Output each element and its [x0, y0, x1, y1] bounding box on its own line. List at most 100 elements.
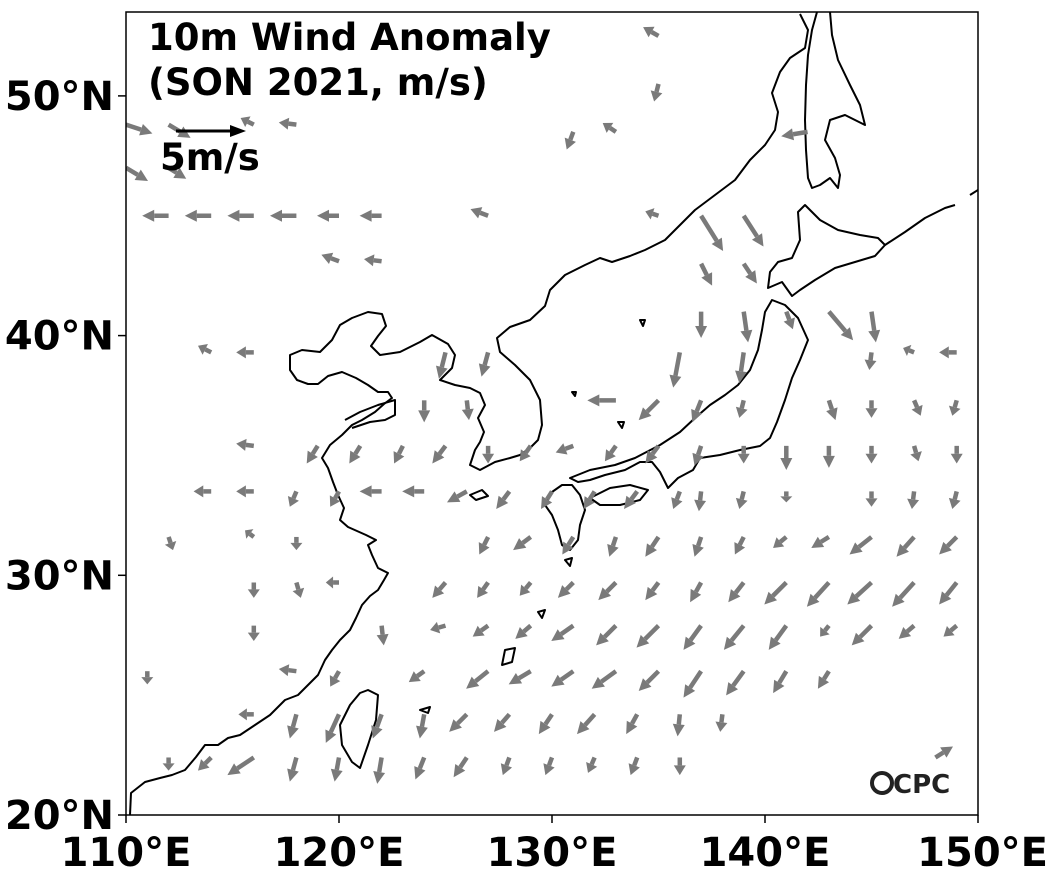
wind-vector-shaft — [602, 624, 618, 639]
wind-vector-head — [982, 591, 994, 604]
wind-vector — [453, 756, 469, 778]
wind-vector-head — [683, 636, 696, 650]
wind-vector-shaft — [741, 262, 753, 275]
wind-vector-shaft — [464, 400, 471, 410]
wind-vector-shaft — [417, 756, 427, 770]
wind-vector-head — [586, 762, 598, 773]
wind-vector — [911, 399, 923, 416]
wind-vector-shaft — [546, 756, 555, 767]
wind-vector — [142, 209, 169, 222]
wind-vector-shaft — [699, 262, 709, 276]
wind-vector-head — [472, 625, 485, 637]
wind-vector-shaft — [739, 399, 746, 409]
wind-vector-shaft — [248, 532, 256, 539]
wind-vector-head — [643, 26, 655, 38]
wind-vector-shaft — [823, 624, 831, 632]
wind-vector-head — [519, 584, 531, 596]
wind-vector-shaft — [944, 581, 959, 597]
wind-vector — [737, 445, 750, 464]
wind-vector-shaft — [501, 490, 512, 501]
wind-vector-head — [628, 763, 640, 776]
wind-vector — [847, 580, 874, 605]
wind-vector-shaft — [564, 443, 575, 451]
wind-vector-head — [402, 485, 415, 498]
wind-vector — [562, 535, 576, 555]
wind-vector-shaft — [729, 624, 746, 642]
wind-vector — [508, 669, 532, 685]
wind-vector-head — [278, 664, 290, 677]
wind-vector — [939, 535, 959, 555]
wind-vector-head — [290, 542, 303, 551]
wind-vector-head — [134, 169, 148, 182]
wind-vector — [822, 445, 835, 468]
wind-vector-shaft — [543, 713, 554, 726]
wind-vector-shaft — [310, 444, 320, 455]
wind-vector-head — [435, 365, 448, 379]
wind-vector — [939, 346, 957, 359]
wind-vector — [624, 490, 640, 510]
shandong-coastline — [344, 399, 396, 429]
wind-vector-shaft — [694, 399, 704, 413]
wind-vector-head — [164, 540, 177, 551]
wind-vector-head — [598, 587, 612, 601]
wind-vector-head — [317, 209, 329, 222]
wind-vector-head — [645, 543, 657, 557]
wind-vector-head — [943, 625, 955, 637]
wind-vector-head — [715, 721, 728, 732]
wind-vector-head — [826, 407, 838, 421]
wind-vector-head — [726, 682, 739, 696]
wind-vector — [726, 669, 746, 696]
wind-vector — [240, 116, 255, 128]
wind-vector — [764, 580, 788, 605]
wind-vector-head — [645, 586, 658, 601]
wind-vector-shaft — [245, 442, 255, 449]
wind-vector — [741, 262, 757, 284]
wind-vector-shaft — [952, 399, 959, 408]
wind-vector-head — [650, 90, 663, 102]
wind-vector-head — [645, 208, 655, 220]
wind-vector-head — [478, 542, 490, 555]
wind-vector-shaft — [523, 444, 533, 455]
wind-vector — [591, 669, 618, 689]
wind-vector — [193, 485, 212, 498]
wind-vector-head — [907, 498, 920, 510]
wind-vector-shaft — [629, 490, 640, 501]
wind-vector-head — [236, 485, 246, 498]
wind-vector — [478, 351, 491, 377]
wind-vector-shaft — [126, 122, 142, 132]
latitude-axis: 20°N 30°N 40°N 50°N — [5, 74, 126, 839]
logo-ring-icon — [870, 771, 894, 795]
wind-vector-shaft — [688, 669, 703, 689]
wind-vector-head — [496, 495, 509, 510]
wind-vector-shaft — [437, 623, 447, 630]
wind-vector-shaft — [674, 490, 682, 501]
wind-vector-head — [193, 485, 204, 498]
wind-vector-head — [447, 491, 461, 503]
longitude-axis: 110°E 120°E 130°E 140°E 150°E — [61, 815, 1048, 876]
wind-vector-shaft — [605, 580, 618, 594]
wind-vector — [494, 712, 512, 732]
wind-vector — [783, 310, 795, 330]
wind-vector — [645, 444, 661, 464]
wind-vector-shaft — [600, 669, 618, 684]
wind-vector-head — [287, 768, 299, 782]
lat-tick-label: 40°N — [5, 314, 114, 360]
wind-vector-head — [864, 359, 877, 370]
wind-vector — [270, 209, 297, 222]
wind-vector-head — [638, 678, 652, 691]
wind-vector — [478, 535, 491, 555]
wind-vector-shaft — [695, 536, 704, 547]
wind-vector-head — [690, 588, 702, 603]
wind-vector — [236, 346, 254, 359]
wind-vector — [864, 352, 877, 370]
wind-vector-head — [321, 252, 334, 264]
wind-vector-head — [781, 128, 795, 141]
wind-vector — [418, 400, 431, 423]
wind-vector-head — [227, 209, 240, 222]
wind-vector-head — [773, 537, 785, 548]
wind-vector-head — [671, 497, 683, 510]
wind-vector-shaft — [559, 623, 575, 636]
wind-vector — [515, 623, 533, 639]
wind-vector-shaft — [826, 399, 835, 410]
wind-vector-head — [672, 723, 685, 737]
